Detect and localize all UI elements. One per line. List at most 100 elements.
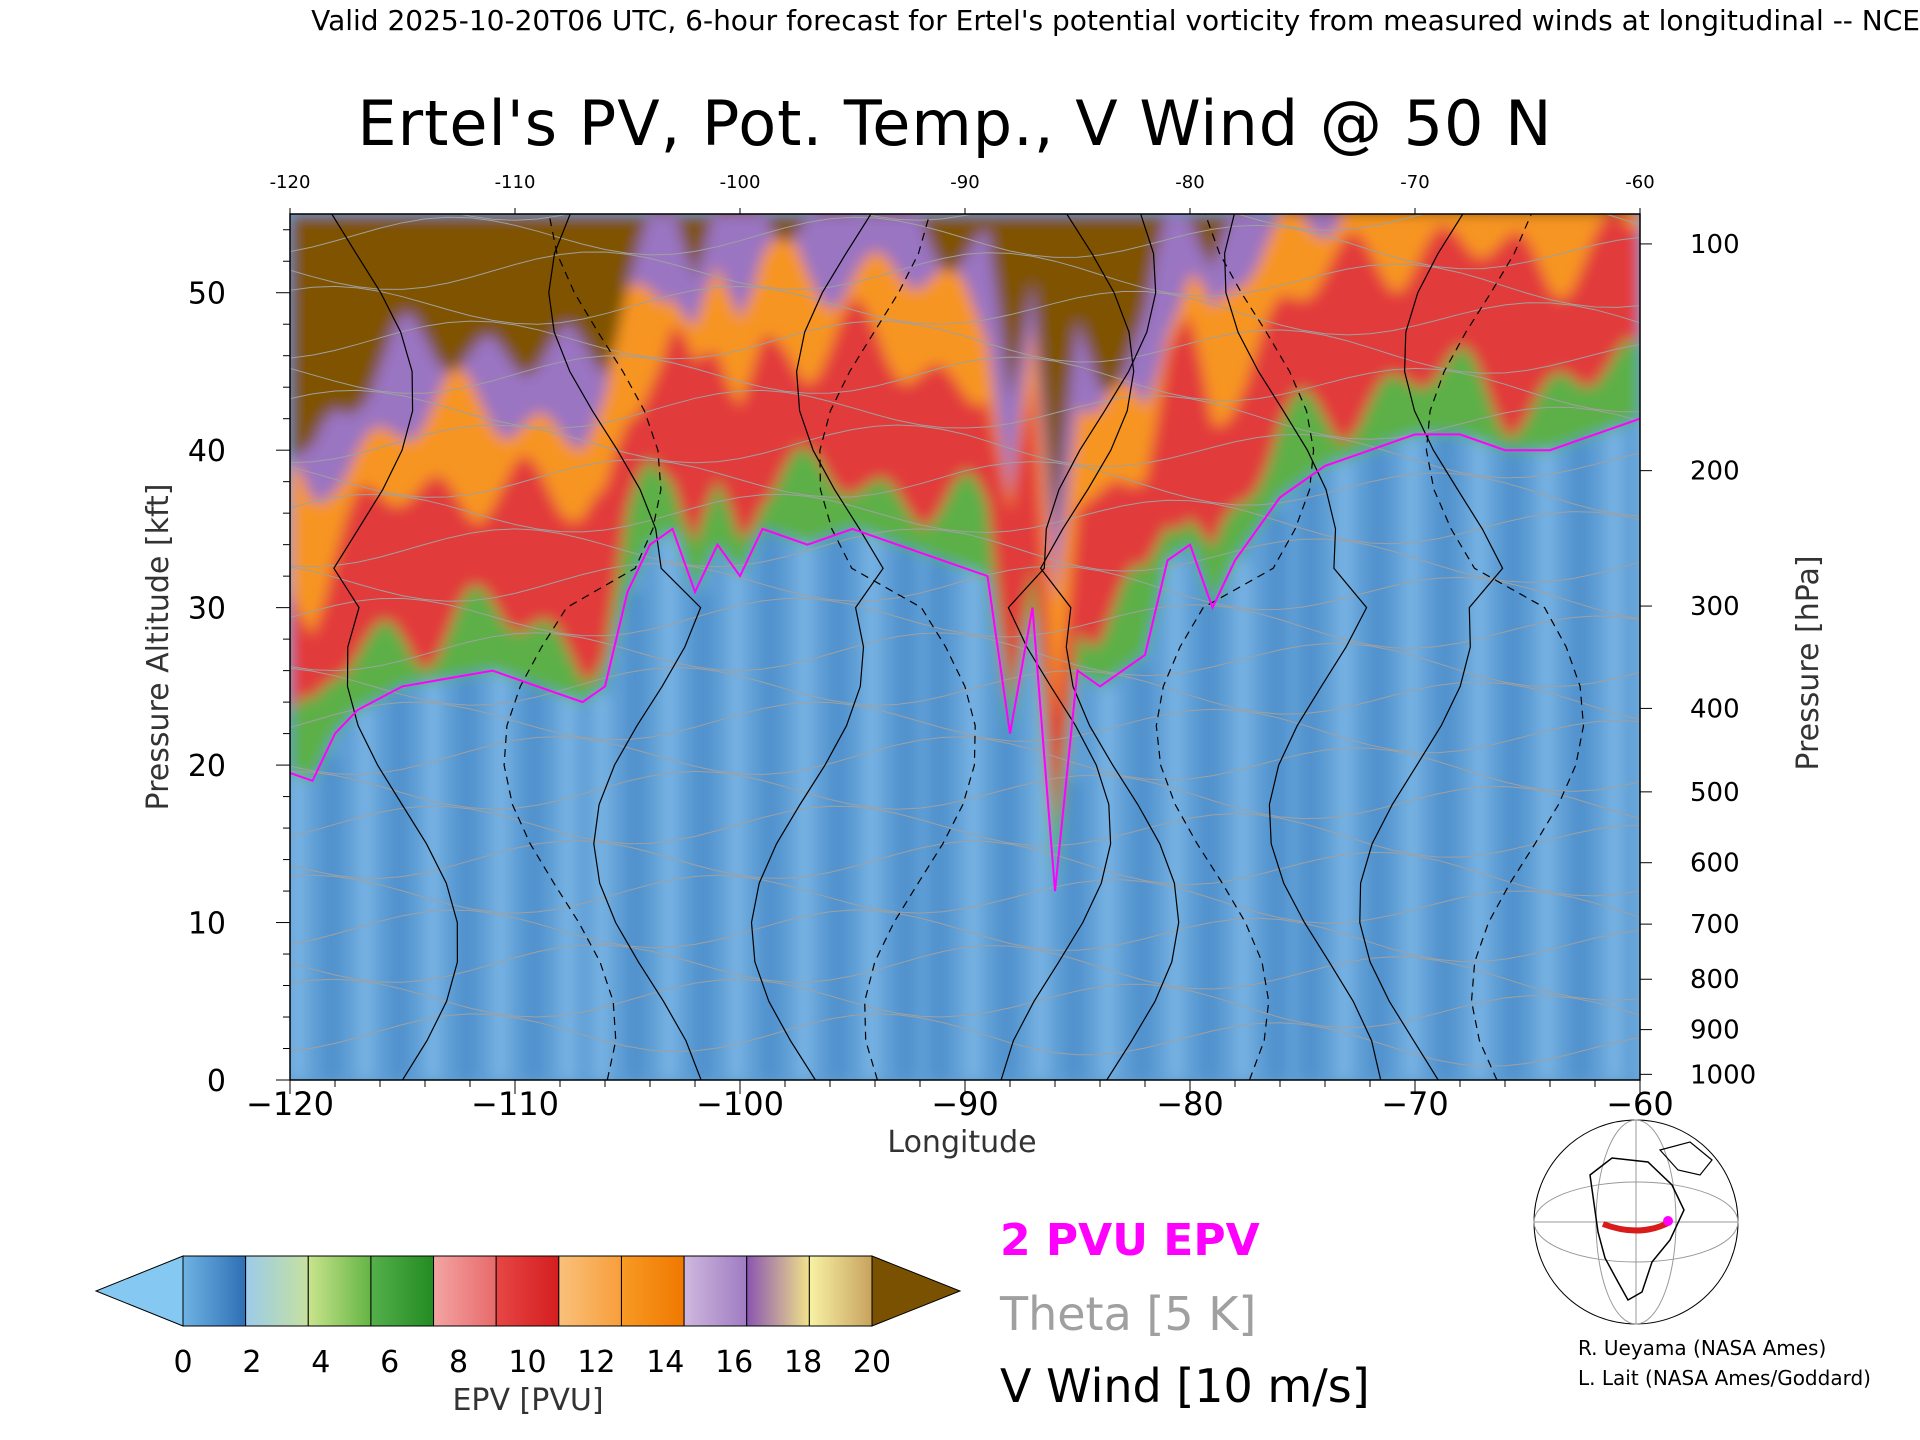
wind-line xyxy=(750,214,884,1080)
theta-line xyxy=(290,701,1640,754)
theta-line xyxy=(290,909,1640,963)
field-streak xyxy=(695,591,711,1080)
legend-pv-line: 2 PVU EPV xyxy=(1000,1215,1260,1266)
pressure-tick-label: 800 xyxy=(1690,965,1740,995)
colorbar-label: EPV [PVU] xyxy=(452,1383,603,1418)
colorbar-tick-label: 14 xyxy=(646,1345,684,1380)
theta-line xyxy=(458,214,1640,231)
wind-line xyxy=(1425,214,1585,1080)
field-streak xyxy=(323,757,340,1080)
field-streak xyxy=(1640,419,1656,1080)
top-tick-label: -110 xyxy=(495,172,536,193)
x-tick-label: −80 xyxy=(1156,1085,1224,1123)
pressure-tick-label: 1000 xyxy=(1690,1060,1756,1090)
pressure-tick-label: 700 xyxy=(1690,910,1740,940)
field-streak xyxy=(1437,434,1454,1080)
theta-line xyxy=(290,459,1640,517)
theta-line xyxy=(290,770,1640,820)
y-tick-label: 50 xyxy=(188,277,226,312)
v-wind-contours xyxy=(331,214,1585,1080)
wind-line xyxy=(1155,214,1315,1080)
field-streak xyxy=(1235,560,1251,1080)
field-streak xyxy=(290,772,306,1080)
field-streak xyxy=(1268,513,1285,1080)
colorbar-tick-label: 10 xyxy=(508,1345,546,1380)
wind-line xyxy=(331,214,459,1080)
y-axis: 0 10 20 30 40 50 xyxy=(188,229,290,1099)
credit-2: L. Lait (NASA Ames/Goddard) xyxy=(1578,1366,1871,1390)
wind-line xyxy=(1359,214,1504,1080)
y-tick-label: 30 xyxy=(188,592,226,627)
field-streak xyxy=(1100,686,1116,1080)
theta-line xyxy=(290,493,1640,545)
colorbar-bin xyxy=(683,1255,748,1327)
theta-line xyxy=(290,251,1640,308)
x-tick-label: −100 xyxy=(696,1085,784,1123)
top-tick-label: -60 xyxy=(1625,172,1654,193)
colorbar-bin xyxy=(495,1255,560,1327)
colorbar-bin xyxy=(433,1255,497,1327)
wind-line xyxy=(1000,214,1157,1080)
x-axis-label: Longitude xyxy=(887,1125,1036,1160)
field-streak xyxy=(796,540,812,1080)
credit-1: R. Ueyama (NASA Ames) xyxy=(1578,1336,1826,1360)
pv-2pvu-contour xyxy=(290,417,1640,892)
colorbar-tick-label: 16 xyxy=(715,1345,753,1380)
theta-line xyxy=(290,805,1640,858)
field-streak xyxy=(560,694,576,1080)
colorbar-bin xyxy=(808,1255,873,1327)
colorbar-bin xyxy=(620,1255,685,1327)
top-tick-label: -80 xyxy=(1175,172,1204,193)
pressure-axis-label: Pressure [hPa] xyxy=(1791,555,1826,770)
theta-line xyxy=(290,216,1640,270)
legend-v-wind: V Wind [10 m/s] xyxy=(1000,1359,1370,1413)
colorbar-tick-label: 20 xyxy=(853,1345,891,1380)
top-tick-label: -100 xyxy=(720,172,761,193)
field-streak xyxy=(425,682,441,1080)
colorbar: 0 2 4 6 8 10 12 14 16 18 20 xyxy=(94,1255,962,1380)
theta-line xyxy=(290,1013,1640,1067)
y-tick-label: 10 xyxy=(188,907,226,942)
colorbar-bin xyxy=(307,1255,372,1327)
field-streak xyxy=(661,536,677,1080)
pressure-tick-label: 900 xyxy=(1690,1016,1740,1046)
x-tick-label: −120 xyxy=(246,1085,334,1123)
theta-line xyxy=(290,874,1640,924)
wind-line xyxy=(548,214,702,1080)
field-streak xyxy=(1572,442,1589,1080)
theta-line xyxy=(290,563,1640,620)
locator-map xyxy=(1533,1119,1739,1325)
field-streak xyxy=(391,692,407,1080)
y-tick-label: 20 xyxy=(188,749,226,784)
field-streak xyxy=(1606,430,1622,1080)
field-streak xyxy=(526,682,542,1080)
colorbar-bin xyxy=(370,1255,435,1327)
field-streak xyxy=(1167,560,1184,1080)
field-streak xyxy=(1370,450,1386,1080)
field-streak xyxy=(1538,450,1555,1080)
colorbar-bin xyxy=(558,1255,622,1327)
field-streak xyxy=(1471,438,1487,1080)
field-streak xyxy=(965,568,981,1080)
pressure-tick-label: 300 xyxy=(1690,592,1740,622)
colorbar-tick-label: 6 xyxy=(380,1345,399,1380)
theta-line xyxy=(290,424,1640,479)
field-layer-2 xyxy=(290,214,1640,722)
x-tick-label: −60 xyxy=(1606,1085,1674,1123)
theta-line xyxy=(290,285,1640,336)
wind-line xyxy=(1223,214,1382,1080)
y-tick-label: 0 xyxy=(207,1064,226,1099)
colorbar-under-arrow xyxy=(94,1255,184,1327)
colorbar-tick-label: 2 xyxy=(242,1345,261,1380)
contour-overlay xyxy=(290,214,1640,1080)
colorbar-tick-label: 0 xyxy=(173,1345,192,1380)
x-tick-label: −70 xyxy=(1381,1085,1449,1123)
theta-line xyxy=(290,840,1640,897)
field-streak xyxy=(458,676,475,1080)
pressure-axis: 100 200 300 400 500 600 700 800 900 1000 xyxy=(1640,230,1756,1090)
top-axis: -120 -110 -100 -90 -80 -70 -60 xyxy=(270,172,1655,214)
field-streak xyxy=(1066,780,1082,1080)
colorbar-tick-label: 4 xyxy=(311,1345,330,1380)
field-streak xyxy=(762,528,779,1080)
